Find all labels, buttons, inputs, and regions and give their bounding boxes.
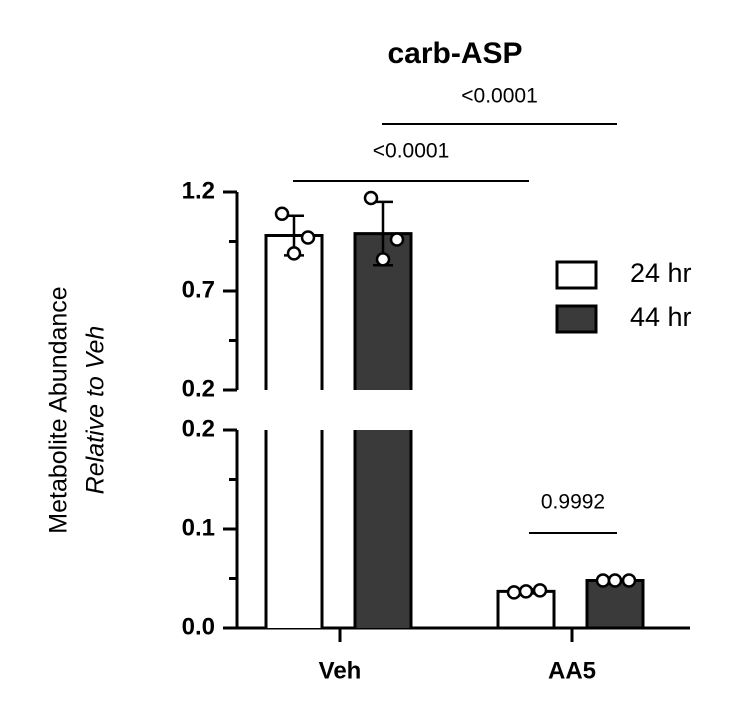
data-point [595,573,611,588]
y-tick-label: 0.1 [182,514,215,541]
data-point [274,206,290,222]
data-point [506,585,522,600]
bar [266,235,322,628]
bar [355,233,411,628]
significance-label: <0.0001 [373,140,450,163]
y-tick-label: 0.7 [182,276,215,303]
data-point [607,573,623,588]
y-tick-label: 0.2 [182,415,215,442]
significance-label: <0.0001 [461,85,538,108]
y-tick-label: 1.2 [182,177,215,204]
y-axis-label: Metabolite Abundance [45,286,73,533]
data-point [621,573,637,588]
y-tick-label: 0.0 [182,613,215,640]
data-point [532,583,548,598]
legend-label: 44 hr [630,302,692,332]
data-point [389,232,405,247]
chart-title: carb-ASP [387,37,522,70]
x-tick-label: AA5 [548,657,596,684]
x-tick-label: Veh [319,657,362,684]
data-point [286,246,302,261]
bar [496,589,556,630]
legend-label: 24 hr [630,258,692,288]
legend-swatch [555,260,598,290]
y-tick-label: 0.2 [182,375,215,402]
data-point [518,584,534,599]
significance-label: 0.9992 [541,491,605,514]
bar [585,578,645,630]
legend-swatch [555,304,598,334]
data-point [363,190,379,206]
data-point [375,252,391,267]
y-axis-label: Relative to Veh [82,326,110,495]
data-point [300,230,316,245]
